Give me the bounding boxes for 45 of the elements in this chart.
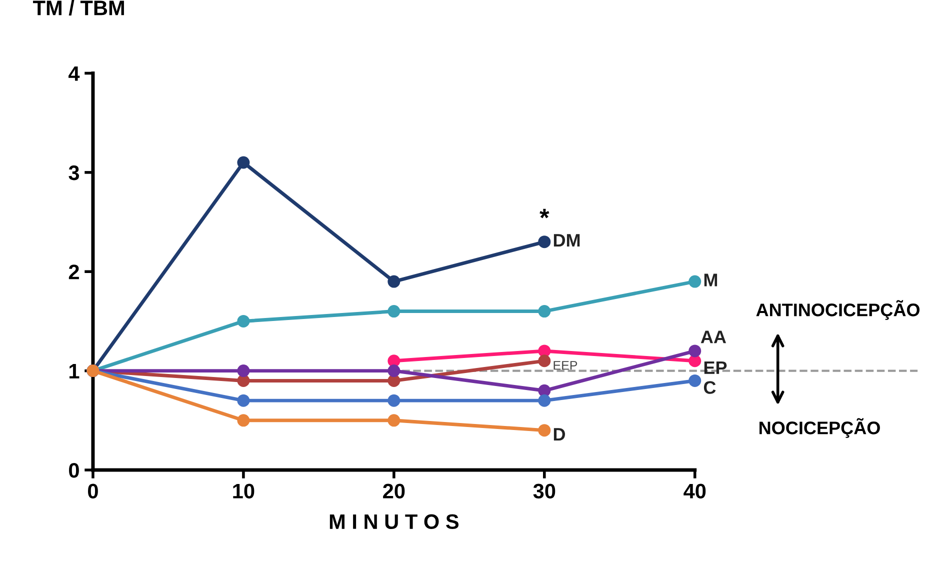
point (237, 374, 250, 387)
text: NOCICEPÇÃO (760, 418, 880, 438)
point (388, 354, 400, 368)
x-tick-label: 30 (533, 484, 556, 499)
y-tick-label: 4 (68, 66, 80, 81)
series-label: EEP (554, 361, 578, 370)
point (688, 275, 702, 288)
point (388, 414, 400, 427)
series-label: AA (700, 330, 726, 344)
x-tick-label: 10 (233, 484, 254, 498)
y-tick-label: 0 (69, 463, 79, 478)
point (688, 354, 702, 368)
point (388, 305, 400, 318)
y-tick-label: 2 (68, 264, 79, 280)
point (538, 305, 551, 318)
x-axis-title: M I N U T O S (330, 514, 459, 530)
series-label: C (704, 381, 716, 394)
x-tick-label: 0 (88, 484, 98, 498)
series-label: EP (704, 361, 727, 374)
point (538, 384, 551, 397)
point (388, 394, 400, 407)
point (538, 236, 551, 248)
annotation: * (540, 208, 550, 218)
point (237, 414, 250, 427)
y-tick-label: 1 (70, 364, 80, 378)
x-tick-label: 20 (383, 484, 405, 498)
series-label: M (704, 274, 718, 286)
point (538, 354, 551, 368)
series-label: DM (554, 234, 580, 247)
point (237, 394, 250, 407)
point (388, 275, 400, 288)
point (237, 156, 250, 169)
point (538, 394, 551, 407)
point (688, 374, 702, 387)
series-label: D (554, 428, 566, 441)
text: ANTINOCICEPÇÃO (756, 300, 920, 320)
point (237, 314, 250, 328)
point (538, 424, 551, 437)
point (388, 374, 400, 387)
x-tick-label: 40 (684, 484, 706, 498)
point (237, 364, 250, 378)
point (388, 364, 400, 378)
y-axis-title: TM / TBM (33, 0, 124, 16)
y-tick-label: 3 (68, 165, 80, 180)
point (688, 344, 702, 358)
